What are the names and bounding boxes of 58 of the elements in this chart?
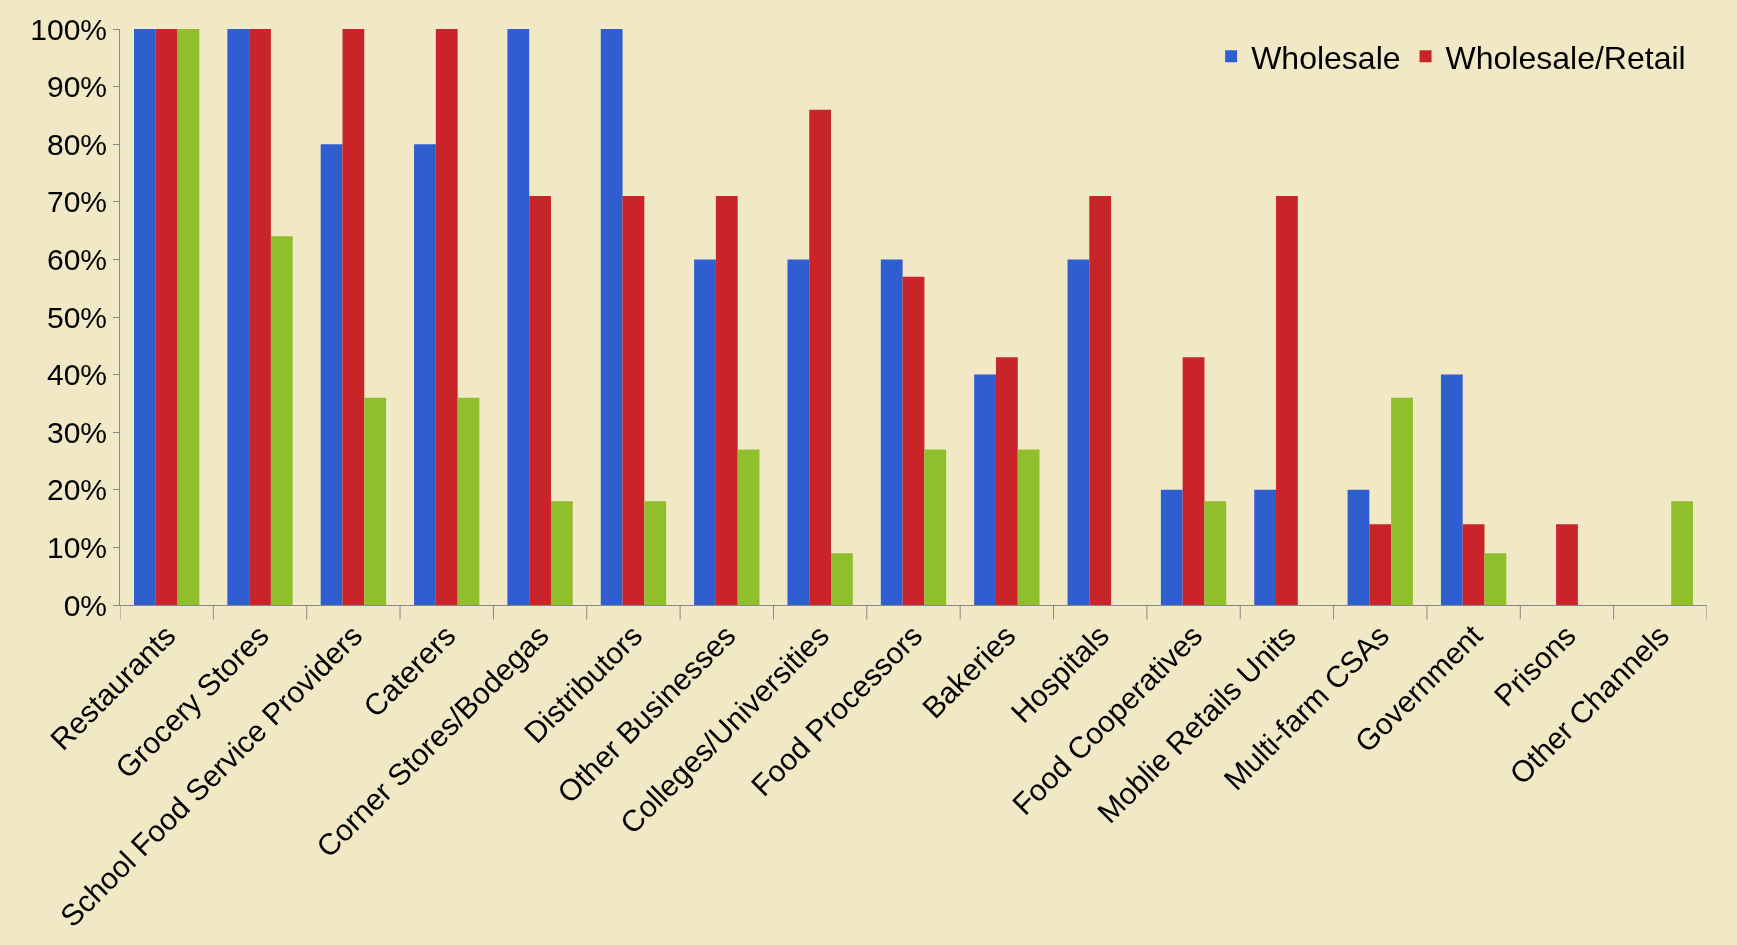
y-tick-label: 50% [46, 300, 107, 334]
bar [644, 501, 667, 605]
bar [414, 144, 436, 605]
bar [550, 501, 573, 605]
y-tick-label: 40% [46, 358, 107, 392]
bar [1440, 374, 1463, 605]
bar [507, 29, 530, 605]
bar [1160, 489, 1183, 605]
bar [809, 109, 832, 605]
bar [1484, 553, 1507, 605]
bar [1347, 489, 1370, 605]
bar [924, 449, 947, 605]
bar [1462, 524, 1485, 605]
bar [1391, 397, 1413, 605]
bar [1671, 501, 1693, 605]
bar [177, 29, 200, 605]
y-tick-label: 90% [46, 70, 107, 104]
y-tick-label: 10% [46, 530, 107, 564]
bar [1182, 357, 1205, 605]
bar [600, 29, 623, 605]
bar [622, 196, 645, 605]
y-tick-label: 100% [30, 12, 107, 46]
bar [1067, 259, 1090, 605]
bar [249, 29, 271, 605]
legend-label: Wholesale/Retail [1445, 39, 1686, 76]
y-tick-label: 70% [46, 185, 107, 219]
y-tick-label: 20% [46, 473, 107, 507]
y-tick-label: 80% [46, 127, 107, 161]
bar [364, 397, 387, 605]
bar [974, 374, 996, 605]
bar [694, 259, 716, 605]
bar [1254, 489, 1277, 605]
y-tick-label: 30% [46, 415, 107, 449]
bar [902, 276, 925, 605]
bar [270, 236, 293, 605]
bar [737, 449, 760, 605]
bar [1556, 524, 1578, 605]
bar [529, 196, 551, 605]
bar [1276, 196, 1298, 605]
y-tick-label: 0% [63, 588, 107, 622]
bar [227, 29, 250, 605]
bar [155, 29, 178, 605]
legend-label: Wholesale [1251, 39, 1401, 76]
bar [787, 259, 810, 605]
bar [435, 29, 458, 605]
bar [1204, 501, 1227, 605]
bar [1369, 524, 1392, 605]
bar [457, 397, 480, 605]
y-tick-label: 60% [46, 242, 107, 276]
bar [1017, 449, 1040, 605]
bar [134, 29, 156, 605]
bar [1089, 196, 1112, 605]
bar [880, 259, 903, 605]
bar [995, 357, 1018, 605]
bar [831, 553, 853, 605]
bar [320, 144, 343, 605]
bar [715, 196, 738, 605]
bar [342, 29, 365, 605]
